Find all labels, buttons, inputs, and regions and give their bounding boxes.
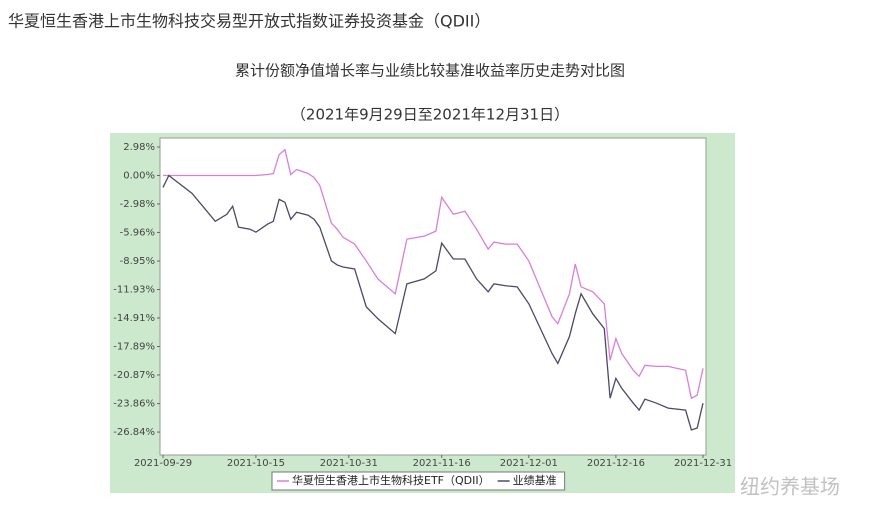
chart-date-range: （2021年9月29日至2021年12月31日） [291, 106, 569, 124]
x-tick-label: 2021-12-16 [587, 458, 645, 469]
y-tick-label: -17.89% [113, 341, 155, 352]
y-tick-label: -20.87% [113, 370, 155, 381]
plot-area [159, 137, 707, 456]
watermark: 纽约养基场 [740, 475, 840, 499]
y-tick-label: -11.93% [113, 285, 155, 296]
plot: 2.98% 0.00% -2.98% -5.96% -8.95% -11.93% -14.9… [113, 142, 732, 469]
chart-title: 华夏恒生香港上市生物科技交易型开放式指数证券投资基金（QDII） [8, 12, 490, 31]
series-line [163, 148, 704, 400]
y-tick-label: -2.98% [120, 199, 155, 210]
legend-label: 业绩基准 [513, 474, 557, 487]
chart-subtitle: 累计份额净值增长率与业绩比较基准收益率历史走势对比图 [235, 62, 625, 80]
legend [271, 471, 566, 491]
y-tick-label: 0.00% [123, 170, 155, 181]
series-line [162, 174, 704, 431]
x-tick-label: 2021-10-15 [227, 458, 285, 469]
y-tick-label: -26.84% [113, 427, 155, 438]
x-tick-label: 2021-10-31 [320, 458, 378, 469]
legend-items: 华夏恒生香港上市生物科技ETF（QDII） 业绩基准 [277, 473, 557, 487]
x-tick-label: 2021-09-29 [134, 458, 192, 469]
legend-label: 华夏恒生香港上市生物科技ETF（QDII） [292, 473, 490, 487]
y-tick-label: -5.96% [120, 227, 155, 238]
x-tick-label: 2021-11-16 [413, 458, 471, 469]
x-tick-label: 2021-12-31 [674, 458, 732, 469]
x-tick-label: 2021-12-01 [500, 458, 558, 469]
y-tick-label: -14.91% [113, 313, 155, 324]
y-tick-label: -8.95% [120, 256, 155, 267]
y-tick-label: -23.86% [113, 399, 155, 410]
y-tick-label: 2.98% [123, 142, 155, 153]
